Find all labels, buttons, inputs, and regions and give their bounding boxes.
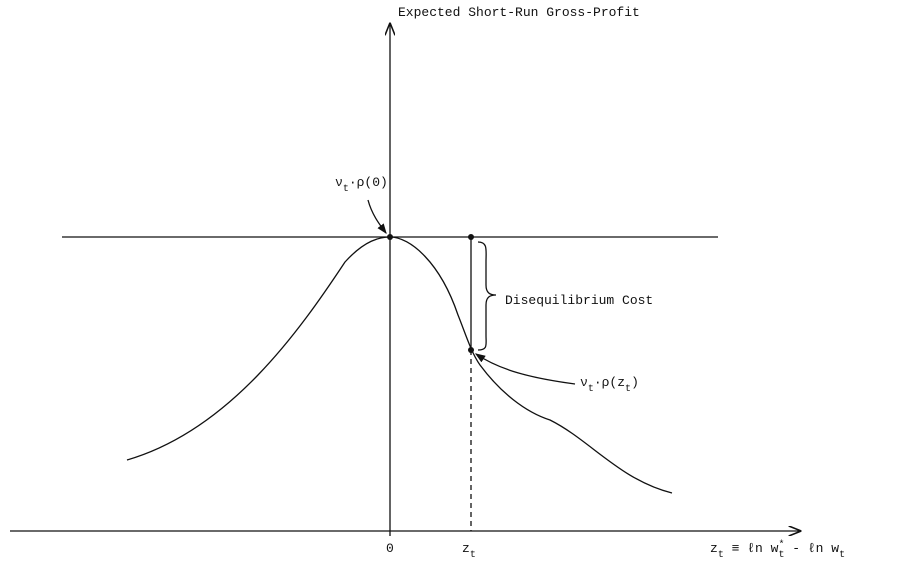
peak-point [387, 234, 393, 240]
y-axis-title: Expected Short-Run Gross-Profit [398, 5, 640, 20]
x-tick-label: 0 [386, 541, 394, 556]
x-tick-label: zt [462, 541, 476, 561]
level-point [468, 234, 474, 240]
label-part: z [710, 541, 718, 556]
label-sub: t [470, 550, 476, 561]
curve-point [468, 347, 474, 353]
label-part: ·ρ(0) [349, 175, 388, 190]
label-sub: t [718, 550, 724, 561]
label-sub: t [778, 550, 784, 561]
peak-label: νt·ρ(0) [335, 175, 388, 195]
point-arrow [474, 353, 576, 385]
label-sub: t [625, 384, 631, 395]
label-sub: t [343, 184, 349, 195]
label-part: ν [335, 175, 343, 190]
brace [477, 241, 497, 351]
label-part: - ℓn w [784, 541, 839, 556]
label-sub: t [839, 550, 845, 561]
peak-arrow [367, 199, 387, 235]
point-label: νt·ρ(zt) [580, 375, 639, 395]
label-part: z [462, 541, 470, 556]
label-sup: * [778, 539, 784, 551]
label-part: ν [580, 375, 588, 390]
label-sub: t [588, 384, 594, 395]
brace-label: Disequilibrium Cost [505, 293, 653, 308]
x-axis-title: zt ≡ ℓn w* t - ℓn wt [710, 539, 845, 561]
profit-curve [126, 236, 673, 494]
label-part: ≡ ℓn w [724, 541, 779, 556]
label-part: ) [631, 375, 639, 390]
label-part: ·ρ(z [594, 375, 625, 390]
